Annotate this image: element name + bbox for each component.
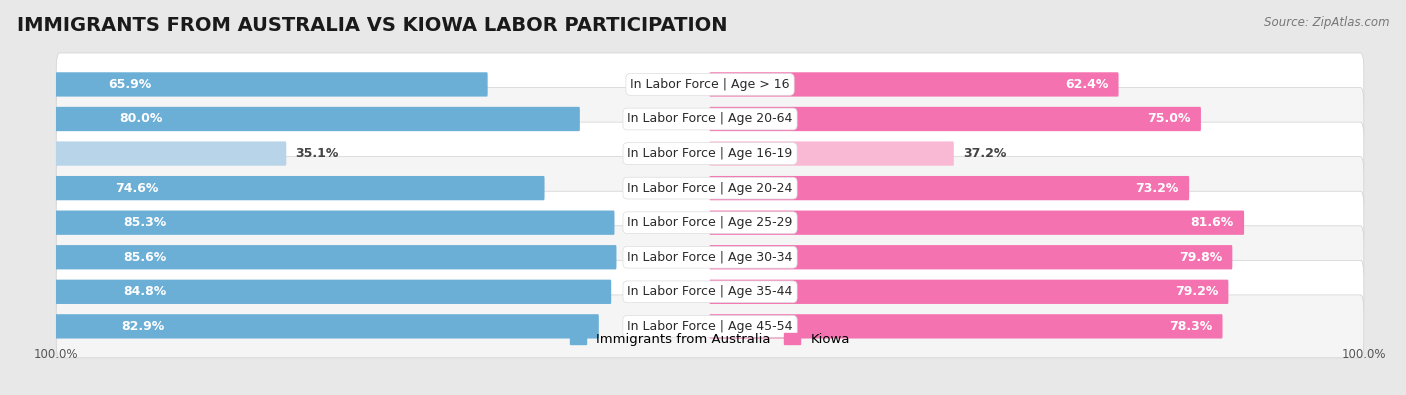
FancyBboxPatch shape bbox=[710, 245, 1232, 269]
Text: 65.9%: 65.9% bbox=[108, 78, 152, 91]
Text: 73.2%: 73.2% bbox=[1136, 182, 1178, 195]
FancyBboxPatch shape bbox=[56, 245, 616, 269]
FancyBboxPatch shape bbox=[56, 280, 612, 304]
FancyBboxPatch shape bbox=[56, 226, 1364, 289]
FancyBboxPatch shape bbox=[56, 122, 1364, 185]
FancyBboxPatch shape bbox=[710, 314, 1222, 339]
FancyBboxPatch shape bbox=[56, 295, 1364, 358]
FancyBboxPatch shape bbox=[56, 72, 488, 97]
FancyBboxPatch shape bbox=[710, 176, 1189, 200]
FancyBboxPatch shape bbox=[56, 157, 1364, 220]
Text: In Labor Force | Age 20-24: In Labor Force | Age 20-24 bbox=[627, 182, 793, 195]
FancyBboxPatch shape bbox=[56, 211, 614, 235]
Text: IMMIGRANTS FROM AUSTRALIA VS KIOWA LABOR PARTICIPATION: IMMIGRANTS FROM AUSTRALIA VS KIOWA LABOR… bbox=[17, 16, 727, 35]
Text: 85.3%: 85.3% bbox=[124, 216, 166, 229]
Text: 79.2%: 79.2% bbox=[1174, 285, 1218, 298]
FancyBboxPatch shape bbox=[56, 260, 1364, 323]
Text: In Labor Force | Age 35-44: In Labor Force | Age 35-44 bbox=[627, 285, 793, 298]
Legend: Immigrants from Australia, Kiowa: Immigrants from Australia, Kiowa bbox=[565, 327, 855, 351]
FancyBboxPatch shape bbox=[710, 280, 1229, 304]
Text: 81.6%: 81.6% bbox=[1191, 216, 1233, 229]
Text: 80.0%: 80.0% bbox=[120, 113, 162, 126]
FancyBboxPatch shape bbox=[710, 211, 1244, 235]
Text: In Labor Force | Age 30-34: In Labor Force | Age 30-34 bbox=[627, 251, 793, 264]
Text: In Labor Force | Age > 16: In Labor Force | Age > 16 bbox=[630, 78, 790, 91]
Text: 62.4%: 62.4% bbox=[1064, 78, 1108, 91]
Text: In Labor Force | Age 20-64: In Labor Force | Age 20-64 bbox=[627, 113, 793, 126]
Text: Source: ZipAtlas.com: Source: ZipAtlas.com bbox=[1264, 16, 1389, 29]
Text: In Labor Force | Age 16-19: In Labor Force | Age 16-19 bbox=[627, 147, 793, 160]
FancyBboxPatch shape bbox=[56, 107, 579, 131]
FancyBboxPatch shape bbox=[710, 72, 1119, 97]
Text: 82.9%: 82.9% bbox=[121, 320, 165, 333]
Text: In Labor Force | Age 45-54: In Labor Force | Age 45-54 bbox=[627, 320, 793, 333]
FancyBboxPatch shape bbox=[56, 53, 1364, 116]
FancyBboxPatch shape bbox=[56, 88, 1364, 150]
Text: In Labor Force | Age 25-29: In Labor Force | Age 25-29 bbox=[627, 216, 793, 229]
Text: 85.6%: 85.6% bbox=[124, 251, 167, 264]
FancyBboxPatch shape bbox=[710, 107, 1201, 131]
Text: 75.0%: 75.0% bbox=[1147, 113, 1191, 126]
Text: 37.2%: 37.2% bbox=[963, 147, 1007, 160]
FancyBboxPatch shape bbox=[56, 141, 287, 166]
FancyBboxPatch shape bbox=[710, 141, 953, 166]
Text: 35.1%: 35.1% bbox=[295, 147, 339, 160]
Text: 78.3%: 78.3% bbox=[1168, 320, 1212, 333]
Text: 84.8%: 84.8% bbox=[122, 285, 166, 298]
FancyBboxPatch shape bbox=[56, 314, 599, 339]
Text: 74.6%: 74.6% bbox=[115, 182, 157, 195]
Text: 79.8%: 79.8% bbox=[1178, 251, 1222, 264]
FancyBboxPatch shape bbox=[56, 176, 544, 200]
FancyBboxPatch shape bbox=[56, 191, 1364, 254]
